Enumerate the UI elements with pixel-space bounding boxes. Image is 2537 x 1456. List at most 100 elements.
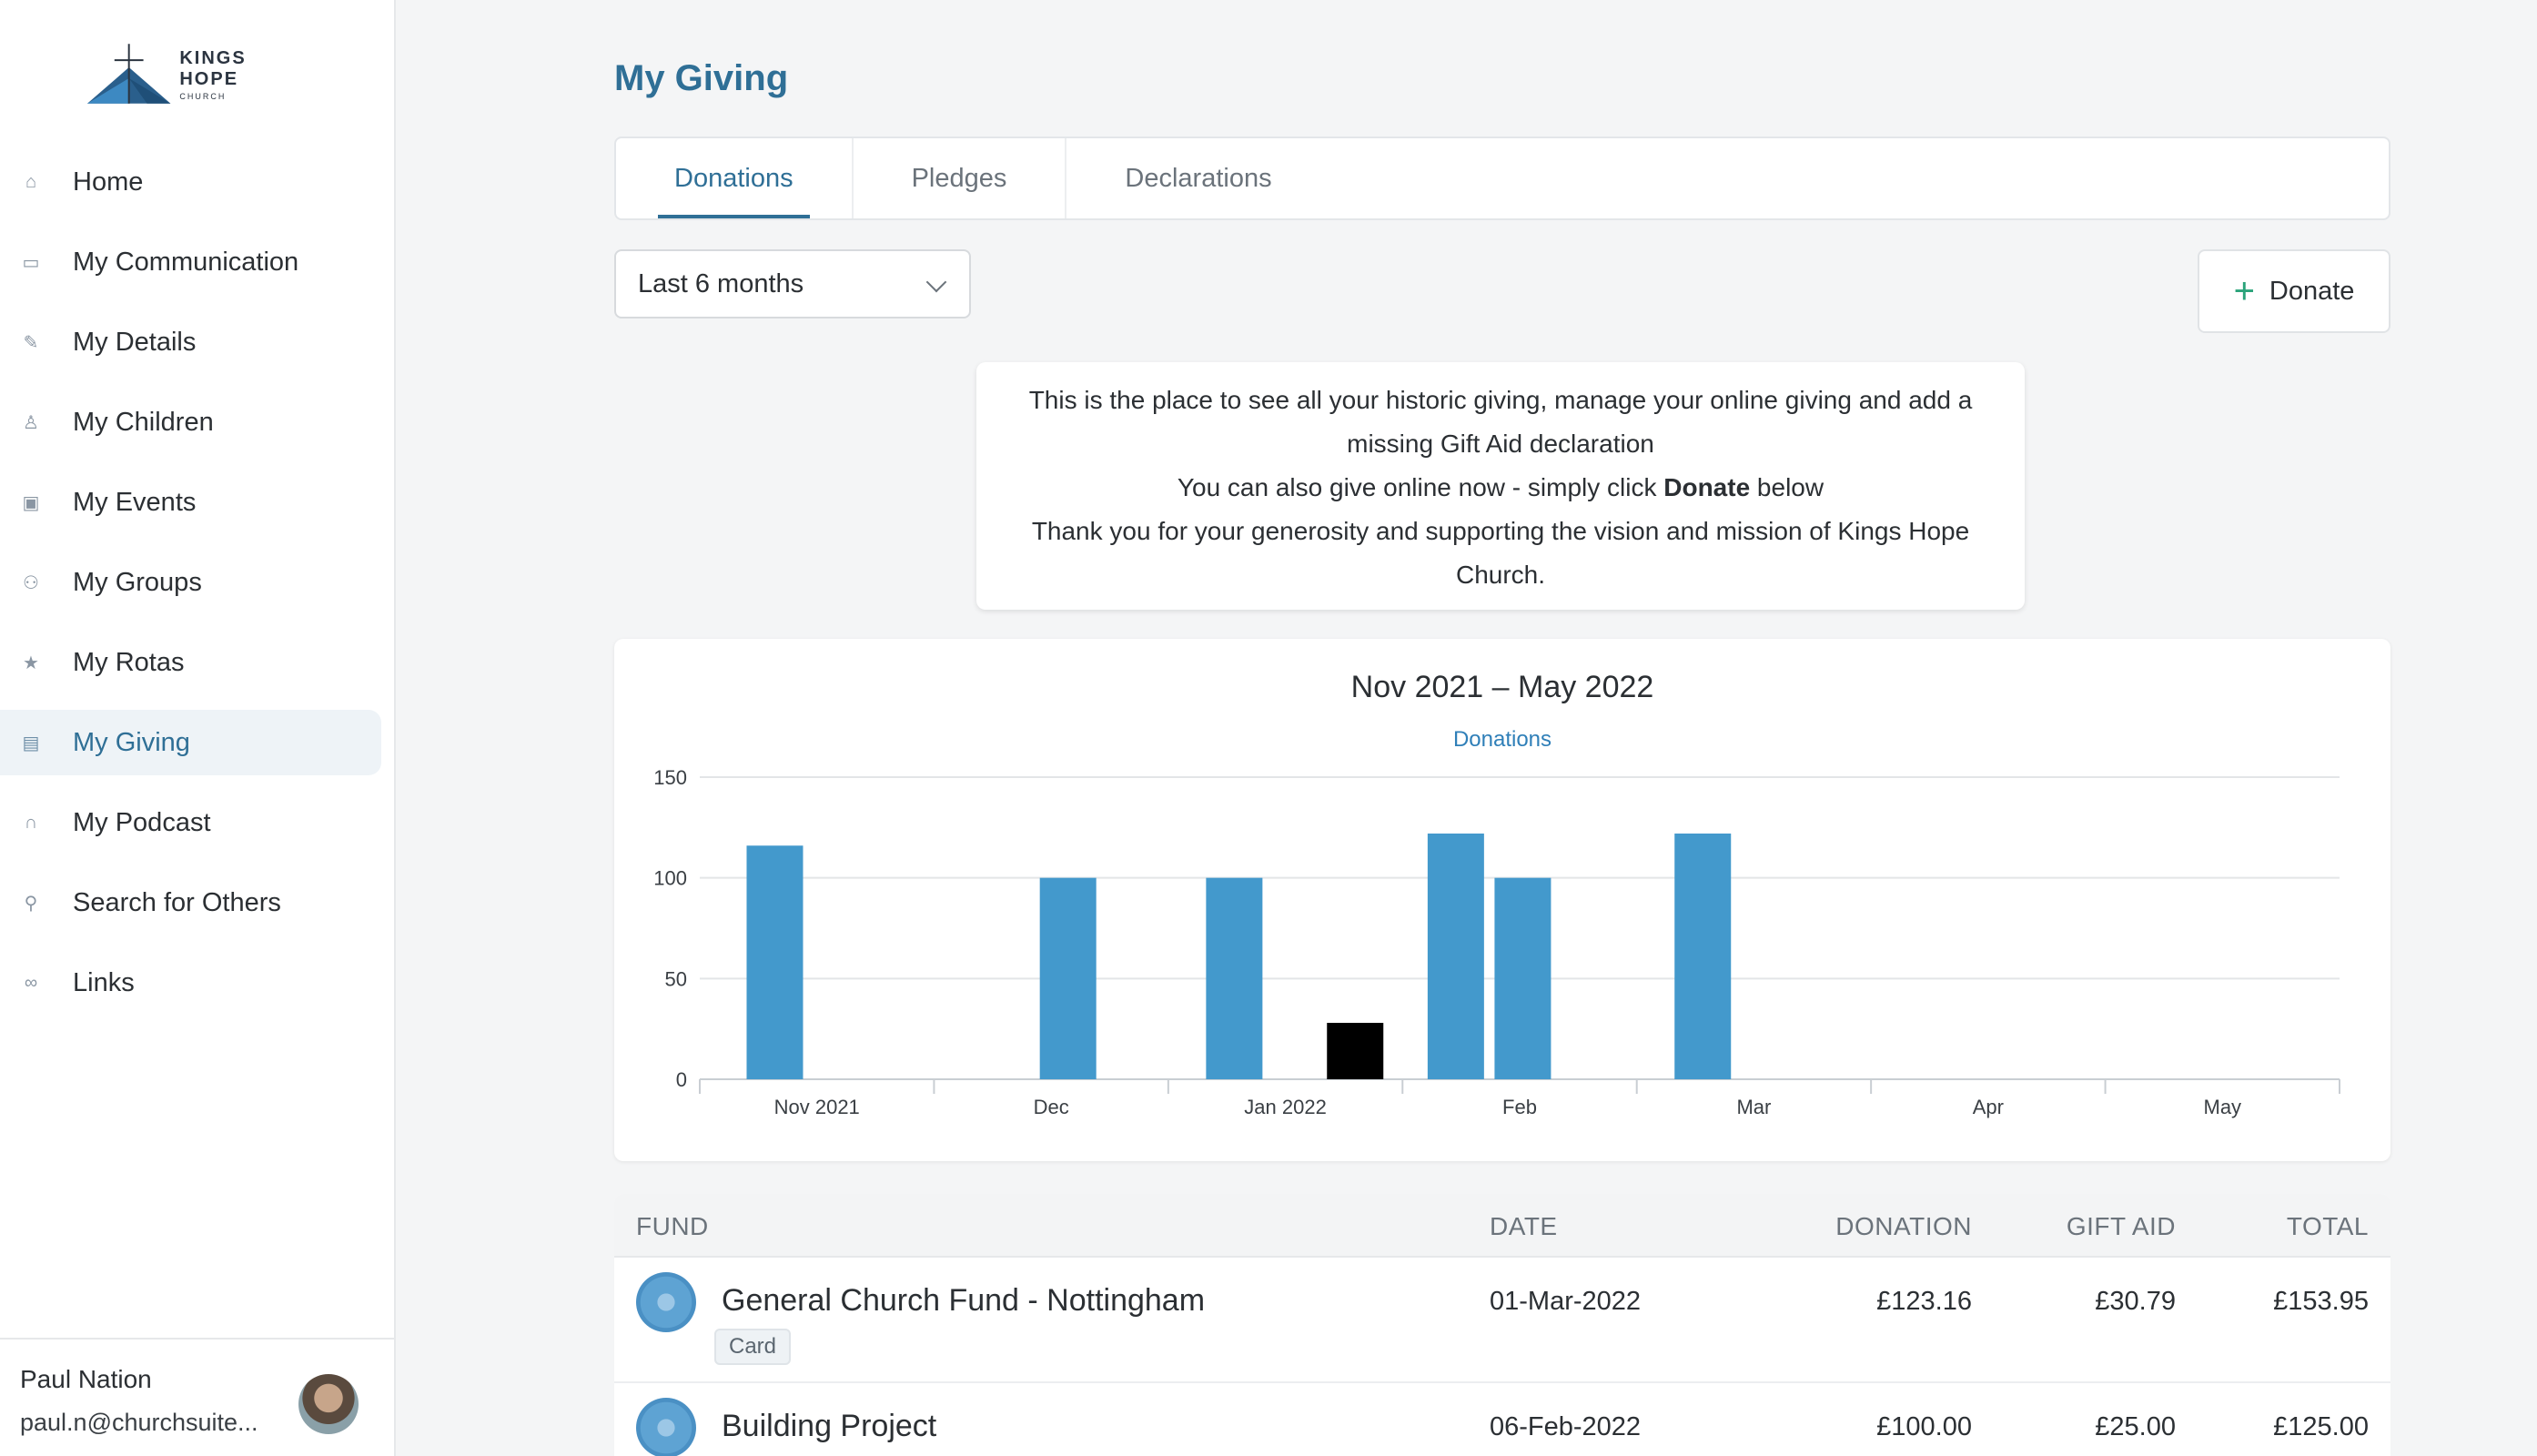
sidebar-item-label: My Details (73, 327, 197, 357)
info-line-2: missing Gift Aid declaration (1347, 430, 1654, 458)
main-content: My Giving Donations Pledges Declarations… (396, 0, 2537, 1456)
header-total: TOTAL (2286, 1212, 2369, 1240)
sidebar-item-label: My Podcast (73, 807, 211, 837)
gift-aid-amount: £25.00 (2095, 1412, 2176, 1441)
sidebar-item-label: Search for Others (73, 887, 281, 917)
chart-svg: Nov 2021 – May 2022 Donations 0 50 100 150 Nov… (653, 670, 2340, 1118)
donations-table: FUND DATE DONATION GIFT AID TOTAL Genera… (614, 1194, 2390, 1456)
plus-icon: + (2233, 271, 2255, 311)
bar (1039, 877, 1097, 1079)
page-title: My Giving (614, 58, 789, 98)
calendar-icon: ▣ (22, 492, 40, 513)
info-line-3: You can also give online now - simply cl… (976, 466, 2025, 510)
period-select[interactable]: Last 6 months (614, 249, 971, 318)
info-line-4: Thank you for your generosity and suppor… (1031, 517, 1970, 545)
bar (1327, 1023, 1384, 1079)
payment-method-badge: Card (714, 1329, 792, 1365)
y-tick-label: 0 (676, 1068, 687, 1091)
fund-icon (636, 1398, 696, 1456)
sidebar-item-links[interactable]: ∞ Links (0, 950, 381, 1016)
header-donation: DONATION (1835, 1212, 1972, 1240)
info-line-5: Church. (1455, 561, 1546, 589)
giving-tabs: Donations Pledges Declarations (614, 136, 2390, 220)
fund-name: General Church Fund - Nottingham (722, 1283, 1206, 1318)
x-tick-label: Apr (1973, 1096, 2004, 1118)
total-amount: £125.00 (2273, 1412, 2369, 1441)
link-icon: ∞ (24, 972, 38, 993)
tab-declarations[interactable]: Declarations (1125, 163, 1272, 193)
church-logo[interactable]: KINGS HOPE CHURCH (84, 40, 311, 109)
header-gift-aid: GIFT AID (2066, 1212, 2176, 1240)
user-name: Paul Nation (20, 1365, 152, 1393)
sidebar-item-my-rotas[interactable]: ★ My Rotas (0, 630, 381, 695)
logo-subtext: CHURCH (179, 92, 227, 101)
group-icon: ⚇ (23, 572, 39, 593)
card-icon: ▤ (22, 733, 40, 753)
x-tick-label: Nov 2021 (774, 1096, 860, 1118)
home-icon: ⌂ (25, 171, 37, 192)
period-select-value: Last 6 months (638, 268, 804, 298)
chevron-down-icon (925, 271, 947, 293)
x-tick-label: Dec (1034, 1096, 1069, 1118)
pencil-icon: ✎ (23, 332, 39, 353)
sidebar-item-label: My Children (73, 407, 214, 437)
sidebar-item-my-children[interactable]: ♙ My Children (0, 389, 381, 455)
donations-chart: Nov 2021 – May 2022 Donations 0 50 100 150 Nov… (614, 639, 2390, 1161)
info-donate-bold: Donate (1663, 473, 1751, 501)
bar (1206, 877, 1263, 1079)
table-row[interactable]: Building Project 06-Feb-2022 £100.00 £25… (614, 1383, 2390, 1456)
table-row[interactable]: General Church Fund - Nottingham Card 01… (614, 1258, 2390, 1383)
sidebar-item-label: My Events (73, 487, 197, 517)
star-icon: ★ (23, 652, 39, 673)
header-fund: FUND (636, 1212, 709, 1240)
sidebar-item-my-events[interactable]: ▣ My Events (0, 470, 381, 535)
logo-mark-icon (86, 44, 171, 104)
x-tick-label: Mar (1736, 1096, 1771, 1118)
sidebar-item-search-for-others[interactable]: ⚲ Search for Others (0, 870, 381, 935)
sidebar: KINGS HOPE CHURCH ⌂ Home ▭ My Communicat… (0, 0, 396, 1456)
x-tick-label: May (2204, 1096, 2242, 1118)
info-panel: This is the place to see all your histor… (976, 362, 2025, 610)
sidebar-item-label: My Groups (73, 567, 202, 597)
donation-date: 06-Feb-2022 (1490, 1412, 1642, 1441)
avatar[interactable] (298, 1374, 359, 1434)
fund-name: Building Project (722, 1409, 937, 1443)
sidebar-item-my-details[interactable]: ✎ My Details (0, 309, 381, 375)
bar (1494, 877, 1552, 1079)
sidebar-item-label: Links (73, 967, 135, 997)
sidebar-item-my-podcast[interactable]: ∩ My Podcast (0, 790, 381, 855)
donation-amount: £123.16 (1876, 1287, 1972, 1316)
gift-aid-amount: £30.79 (2095, 1287, 2176, 1316)
x-tick-label: Jan 2022 (1244, 1096, 1327, 1118)
user-profile[interactable]: Paul Nation paul.n@churchsuite... (0, 1338, 396, 1456)
x-tick-label: Feb (1502, 1096, 1537, 1118)
header-date: DATE (1490, 1212, 1558, 1240)
logo-text: KINGS HOPE (179, 48, 247, 89)
tab-donations[interactable]: Donations (616, 138, 854, 218)
bar (1427, 833, 1484, 1079)
sidebar-item-label: My Giving (73, 727, 190, 757)
sidebar-item-label: My Communication (73, 247, 299, 277)
sidebar-item-my-groups[interactable]: ⚇ My Groups (0, 550, 381, 615)
sidebar-item-my-giving[interactable]: ▤ My Giving (0, 710, 381, 775)
info-line-3-pre: You can also give online now - simply cl… (1177, 473, 1664, 501)
fund-icon (636, 1272, 696, 1332)
donate-button[interactable]: + Donate (2198, 249, 2390, 333)
donation-amount: £100.00 (1876, 1412, 1972, 1441)
sidebar-item-label: Home (73, 167, 144, 197)
chart-legend: Donations (1453, 727, 1552, 752)
donation-date: 01-Mar-2022 (1490, 1287, 1642, 1316)
headphones-icon: ∩ (24, 812, 38, 833)
y-tick-label: 50 (665, 967, 687, 990)
table-header: FUND DATE DONATION GIFT AID TOTAL (614, 1194, 2390, 1258)
sidebar-item-label: My Rotas (73, 647, 185, 677)
sidebar-item-my-communication[interactable]: ▭ My Communication (0, 229, 381, 295)
chat-icon: ▭ (22, 252, 40, 273)
tab-pledges[interactable]: Pledges (854, 138, 1067, 218)
sidebar-item-home[interactable]: ⌂ Home (0, 149, 381, 215)
shirt-icon: ♙ (23, 412, 39, 433)
y-tick-label: 150 (653, 766, 687, 789)
total-amount: £153.95 (2273, 1287, 2369, 1316)
donate-button-label: Donate (2269, 276, 2355, 306)
bar (746, 845, 804, 1079)
